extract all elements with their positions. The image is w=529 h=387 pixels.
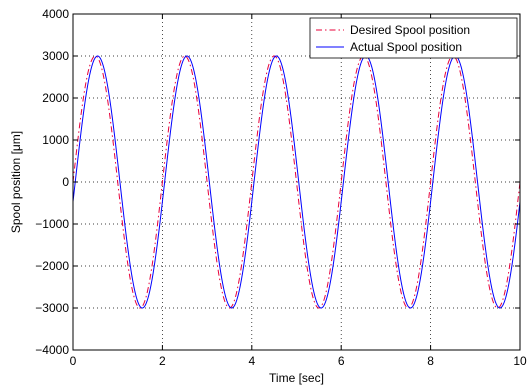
legend-label-actual: Actual Spool position (350, 40, 462, 54)
x-axis-label: Time [sec] (269, 371, 324, 385)
legend: Desired Spool position Actual Spool posi… (310, 18, 517, 58)
y-tick-label: 3000 (42, 49, 69, 63)
y-tick-label: 0 (62, 175, 69, 189)
y-tick-label: −3000 (35, 301, 69, 315)
y-tick-label: 1000 (42, 133, 69, 147)
x-tick-label: 10 (513, 354, 527, 368)
desired-spool-position-line (73, 56, 520, 308)
x-tick-label: 2 (159, 354, 166, 368)
y-tick-label: 4000 (42, 7, 69, 21)
y-tick-label: 2000 (42, 91, 69, 105)
y-axis-label: Spool position [μm] (9, 131, 23, 233)
x-tick-label: 0 (70, 354, 77, 368)
x-tick-label: 6 (338, 354, 345, 368)
x-tick-label: 4 (248, 354, 255, 368)
x-tick-label: 8 (427, 354, 434, 368)
tick-layer: 0 2 4 6 8 10 −4000 −3000 −2000 −1000 0 1000 2000 3000… (35, 7, 527, 368)
y-tick-label: −1000 (35, 217, 69, 231)
y-tick-label: −2000 (35, 259, 69, 273)
legend-label-desired: Desired Spool position (350, 23, 470, 37)
y-tick-label: −4000 (35, 343, 69, 357)
series-layer (73, 56, 520, 308)
